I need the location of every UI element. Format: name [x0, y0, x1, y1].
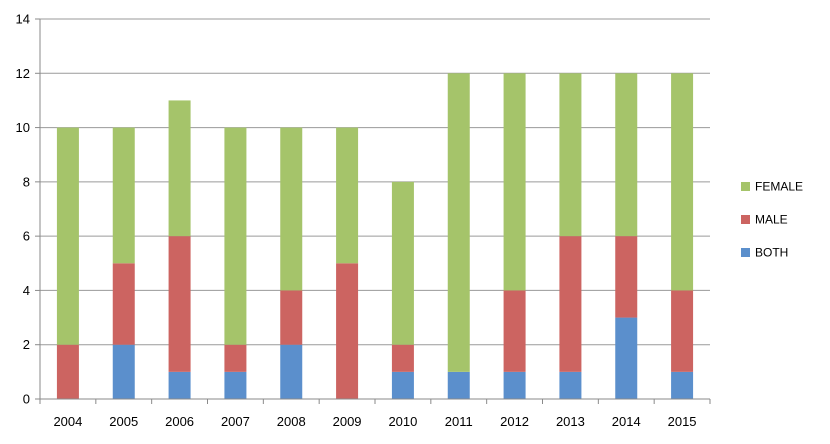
- y-tick-label: 14: [16, 12, 30, 27]
- bar-male-2008: [280, 290, 303, 345]
- x-tick-label: 2005: [109, 414, 138, 429]
- bar-male-2010: [391, 344, 414, 372]
- y-tick-label: 2: [23, 337, 30, 352]
- bar-both-2012: [503, 371, 526, 399]
- y-tick-label: 12: [16, 66, 30, 81]
- bar-male-2013: [559, 236, 582, 372]
- bar-female-2006: [168, 100, 191, 237]
- bar-both-2011: [447, 371, 470, 399]
- bar-female-2015: [671, 73, 694, 291]
- x-tick-label: 2010: [388, 414, 417, 429]
- axes: 0 2 4 6 8 10 12 14 2004 2005 2006 2007 2008 2009 2010 2…: [16, 12, 711, 429]
- x-tick-label: 2014: [612, 414, 641, 429]
- bar-male-2007: [224, 344, 247, 372]
- x-tick-label: 2013: [556, 414, 585, 429]
- bar-female-2011: [447, 73, 470, 372]
- x-tick-label: 2008: [277, 414, 306, 429]
- x-tick-label: 2004: [53, 414, 82, 429]
- bar-series: [56, 73, 694, 399]
- bar-male-2015: [671, 290, 694, 372]
- bar-both-2007: [224, 371, 247, 399]
- legend-label-both: BOTH: [755, 246, 788, 260]
- x-tick-label: 2012: [500, 414, 529, 429]
- bar-female-2004: [56, 127, 79, 345]
- bar-male-2014: [615, 236, 638, 318]
- bar-both-2013: [559, 371, 582, 399]
- bar-female-2008: [280, 127, 303, 291]
- bar-male-2012: [503, 290, 526, 372]
- y-tick-label: 10: [16, 120, 30, 135]
- legend-label-female: FEMALE: [755, 180, 803, 194]
- y-tick-label: 8: [23, 174, 30, 189]
- bar-male-2004: [56, 344, 79, 399]
- x-tick-label: 2011: [445, 414, 473, 429]
- bar-both-2010: [391, 371, 414, 399]
- bar-female-2014: [615, 73, 638, 237]
- bar-female-2007: [224, 127, 247, 345]
- x-tick-label: 2015: [668, 414, 697, 429]
- legend: FEMALE MALE BOTH: [741, 180, 803, 260]
- bar-female-2009: [336, 127, 359, 264]
- x-tick-label: 2006: [165, 414, 194, 429]
- legend-swatch-female: [741, 182, 750, 191]
- legend-swatch-both: [741, 248, 750, 257]
- bar-male-2006: [168, 236, 191, 372]
- y-tick-label: 4: [23, 283, 30, 298]
- legend-label-male: MALE: [755, 213, 788, 227]
- bar-female-2010: [391, 181, 414, 345]
- grid-lines: [40, 18, 710, 346]
- bar-both-2015: [671, 371, 694, 399]
- legend-swatch-male: [741, 215, 750, 224]
- bar-both-2014: [615, 317, 638, 399]
- bar-both-2005: [112, 344, 135, 399]
- bar-both-2006: [168, 371, 191, 399]
- bar-female-2012: [503, 73, 526, 291]
- bar-male-2005: [112, 263, 135, 345]
- bar-female-2013: [559, 73, 582, 237]
- x-tick-label: 2007: [221, 414, 250, 429]
- y-tick-label: 0: [23, 392, 30, 407]
- bar-both-2008: [280, 344, 303, 399]
- y-tick-label: 6: [23, 229, 30, 244]
- bar-female-2005: [112, 127, 135, 264]
- bar-male-2009: [336, 263, 359, 399]
- x-tick-label: 2009: [333, 414, 362, 429]
